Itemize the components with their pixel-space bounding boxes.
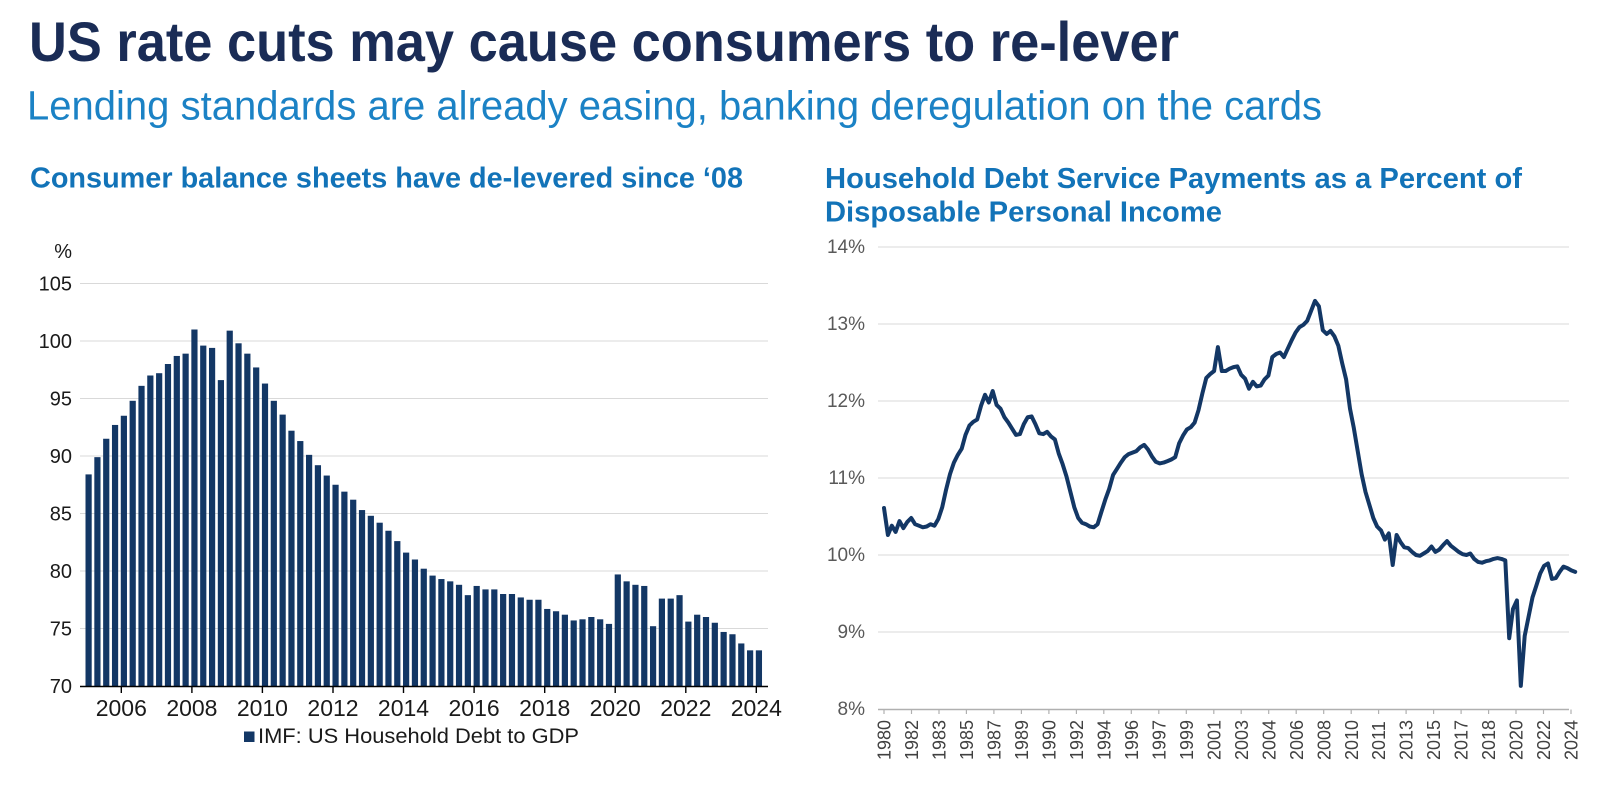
svg-text:2004: 2004	[1259, 720, 1279, 760]
svg-text:1996: 1996	[1122, 720, 1142, 760]
svg-text:2024: 2024	[1562, 720, 1582, 760]
svg-text:1990: 1990	[1040, 720, 1060, 760]
svg-text:1997: 1997	[1149, 720, 1169, 760]
svg-text:2020: 2020	[590, 695, 641, 721]
svg-text:2022: 2022	[1534, 720, 1554, 760]
svg-text:1985: 1985	[957, 720, 977, 760]
svg-text:1989: 1989	[1012, 720, 1032, 760]
svg-text:IMF: US Household Debt to GDP: IMF: US Household Debt to GDP	[258, 725, 579, 748]
svg-text:2006: 2006	[96, 695, 147, 721]
svg-text:Consumer balance sheets have d: Consumer balance sheets have de-levered …	[30, 163, 743, 195]
svg-text:100: 100	[39, 331, 72, 353]
svg-text:85: 85	[50, 504, 72, 526]
svg-text:2001: 2001	[1204, 720, 1224, 760]
svg-text:2020: 2020	[1507, 720, 1527, 760]
svg-text:1999: 1999	[1177, 720, 1197, 760]
svg-text:75: 75	[50, 619, 72, 641]
svg-text:2018: 2018	[1479, 720, 1499, 760]
svg-text:80: 80	[50, 561, 72, 583]
svg-text:2008: 2008	[166, 695, 217, 721]
svg-text:8%: 8%	[838, 699, 866, 720]
svg-text:Lending standards are already: Lending standards are already easing, ba…	[27, 82, 1322, 128]
svg-text:13%: 13%	[827, 314, 865, 335]
svg-text:90: 90	[50, 446, 72, 468]
svg-text:%: %	[54, 241, 72, 263]
svg-text:70: 70	[50, 676, 72, 698]
svg-text:2015: 2015	[1424, 720, 1444, 760]
svg-text:Disposable Personal Income: Disposable Personal Income	[825, 197, 1222, 229]
svg-text:1994: 1994	[1094, 720, 1114, 760]
svg-text:US rate cuts may cause consume: US rate cuts may cause consumers to re-l…	[29, 10, 1179, 73]
svg-text:2022: 2022	[660, 695, 711, 721]
svg-text:11%: 11%	[828, 468, 865, 489]
svg-text:1982: 1982	[902, 720, 922, 760]
svg-text:2003: 2003	[1232, 720, 1252, 760]
svg-text:2010: 2010	[1342, 720, 1362, 760]
svg-text:1980: 1980	[875, 720, 895, 760]
svg-text:2017: 2017	[1452, 720, 1472, 760]
svg-text:2006: 2006	[1287, 720, 1307, 760]
svg-text:2024: 2024	[731, 695, 782, 721]
svg-text:2016: 2016	[449, 695, 500, 721]
svg-text:2011: 2011	[1369, 721, 1389, 760]
svg-text:9%: 9%	[838, 622, 866, 643]
svg-text:2013: 2013	[1397, 720, 1417, 760]
svg-text:1992: 1992	[1067, 720, 1087, 760]
svg-text:1983: 1983	[930, 720, 950, 760]
svg-text:95: 95	[50, 389, 72, 411]
svg-text:105: 105	[39, 274, 72, 296]
svg-text:1987: 1987	[985, 720, 1005, 760]
svg-text:10%: 10%	[827, 545, 865, 566]
svg-text:2018: 2018	[519, 695, 570, 721]
svg-text:2010: 2010	[237, 695, 288, 721]
svg-text:12%: 12%	[827, 391, 865, 412]
svg-text:Household Debt Service Payment: Household Debt Service Payments as a Per…	[825, 163, 1522, 195]
svg-text:2012: 2012	[307, 695, 358, 721]
svg-text:14%: 14%	[827, 237, 865, 258]
svg-text:2008: 2008	[1314, 720, 1334, 760]
svg-text:2014: 2014	[378, 695, 429, 721]
